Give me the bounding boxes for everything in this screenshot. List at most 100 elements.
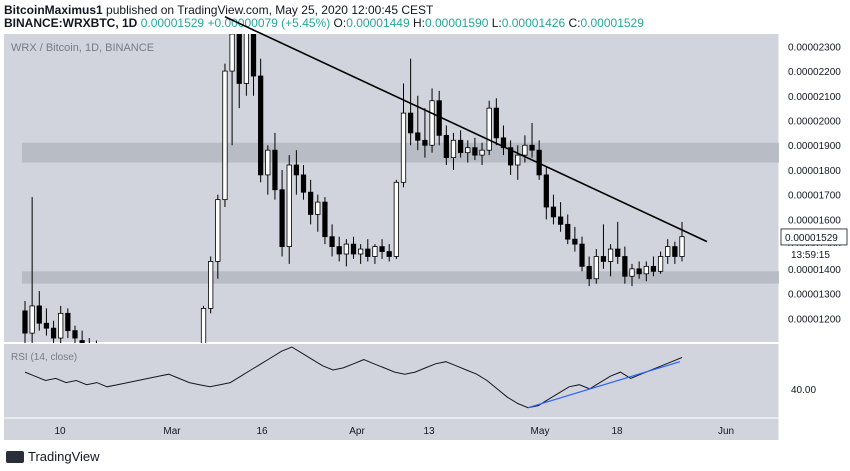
close-value: 0.00001529 (140, 16, 205, 30)
countdown-box (781, 245, 847, 262)
candle-body (565, 223, 571, 240)
candle-body (465, 147, 471, 154)
logo-text: TradingView (28, 449, 100, 464)
candle-body (279, 189, 285, 247)
candle-body (222, 70, 228, 201)
price-tick-label: 0.00002200 (788, 67, 841, 78)
rsi-line (24, 346, 683, 409)
candle-body (650, 265, 657, 272)
candle-body (629, 268, 635, 277)
candle-body (236, 34, 242, 84)
candle-body (486, 107, 492, 151)
published-text: published on TradingView.com, May 25, 20… (106, 3, 434, 17)
candle-body (322, 201, 328, 238)
candle-body (472, 147, 478, 156)
candle-body (657, 256, 664, 272)
candle-body (336, 246, 342, 255)
candle-body (300, 174, 307, 193)
candle-body (272, 149, 278, 191)
low-label: L: (491, 16, 502, 30)
candle-body (622, 256, 628, 277)
last-price-box (780, 228, 848, 246)
candle-body (258, 75, 264, 176)
candle-body (365, 248, 371, 257)
candle-body (586, 265, 592, 280)
price-tick-label: 0.00002100 (788, 92, 841, 103)
candle-body (408, 112, 414, 134)
last-price-label: 0.00001529 (785, 233, 838, 244)
chart-title: WRX / Bitcoin, 1D, BINANCE (11, 42, 154, 54)
price-tick-label: 0.00001800 (788, 166, 841, 177)
candle-body (243, 34, 249, 84)
candle-body (343, 243, 349, 255)
price-tick-label: 0.00001300 (788, 290, 841, 301)
symbol-line: BINANCE:WRXBTC, 1D 0.00001529 +0.0000007… (4, 16, 644, 30)
rsi-trendline (527, 361, 681, 409)
resistance-trendline (224, 15, 708, 243)
candle-body (229, 34, 235, 72)
time-tick-label: 10 (54, 426, 66, 437)
candle-body (500, 137, 507, 149)
candle-body (265, 149, 271, 176)
candle-body (58, 312, 64, 339)
chart-background (4, 34, 779, 440)
candle-body (672, 246, 678, 257)
candle-body (665, 246, 671, 257)
candle-body (543, 174, 549, 208)
price-tick-label: 0.00001500 (788, 240, 841, 251)
candle-body (643, 265, 649, 275)
high-label: H: (412, 16, 425, 30)
candle-body (308, 191, 314, 215)
tradingview-logo[interactable]: TradingView (6, 449, 100, 464)
candle-body (329, 236, 335, 247)
rsi-tick-label: 40.00 (791, 385, 816, 396)
price-tick-label: 0.00001900 (788, 141, 841, 152)
price-tick-label: 0.00002000 (788, 117, 841, 128)
candle-body (379, 246, 385, 252)
tradingview-icon (6, 450, 24, 463)
candle-body (550, 206, 557, 218)
candle-body (422, 139, 428, 146)
candle-body (293, 164, 299, 176)
candle-body (22, 310, 28, 334)
candle-body (615, 248, 621, 257)
candle-body (208, 261, 214, 309)
time-tick-label: 18 (611, 426, 623, 437)
price-tick-label: 0.00001200 (788, 314, 841, 325)
price-tick-label: 0.00001400 (788, 265, 841, 276)
close-value-2: 0.00001529 (580, 16, 644, 30)
zone-resistance (22, 142, 779, 163)
candle-body (636, 268, 642, 275)
price-tick-label: 0.00001600 (788, 215, 841, 226)
countdown-label: 13:59:15 (791, 250, 830, 261)
candle-body (72, 330, 78, 339)
candle-body (65, 312, 71, 332)
candle-body (679, 236, 685, 257)
time-tick-label: Apr (349, 426, 365, 437)
candle-body (600, 256, 607, 262)
candle-body (400, 112, 407, 183)
candle-body (250, 34, 257, 77)
candle-body (393, 181, 399, 257)
candle-body (443, 134, 449, 159)
time-tick-label: May (531, 426, 550, 437)
candle-body (515, 154, 521, 166)
candle-body (286, 164, 292, 247)
time-tick-label: Mar (163, 426, 181, 437)
price-tick-label: 0.00002300 (788, 42, 841, 53)
author-name[interactable]: BitcoinMaximus1 (4, 3, 103, 17)
candle-body (529, 144, 535, 151)
candle-body (607, 248, 614, 262)
open-label: O: (333, 16, 347, 30)
candles (22, 34, 685, 343)
candle-body (507, 147, 514, 166)
open-value: 0.00001449 (346, 16, 410, 30)
candle-body (215, 199, 221, 262)
candle-body (43, 322, 50, 329)
candle-body (458, 139, 464, 154)
change-value: +0.00000079 (+5.45%) (207, 16, 331, 30)
candle-body (29, 305, 35, 334)
time-tick-label: Jun (718, 426, 734, 437)
rsi-label: RSI (14, close) (11, 352, 77, 363)
